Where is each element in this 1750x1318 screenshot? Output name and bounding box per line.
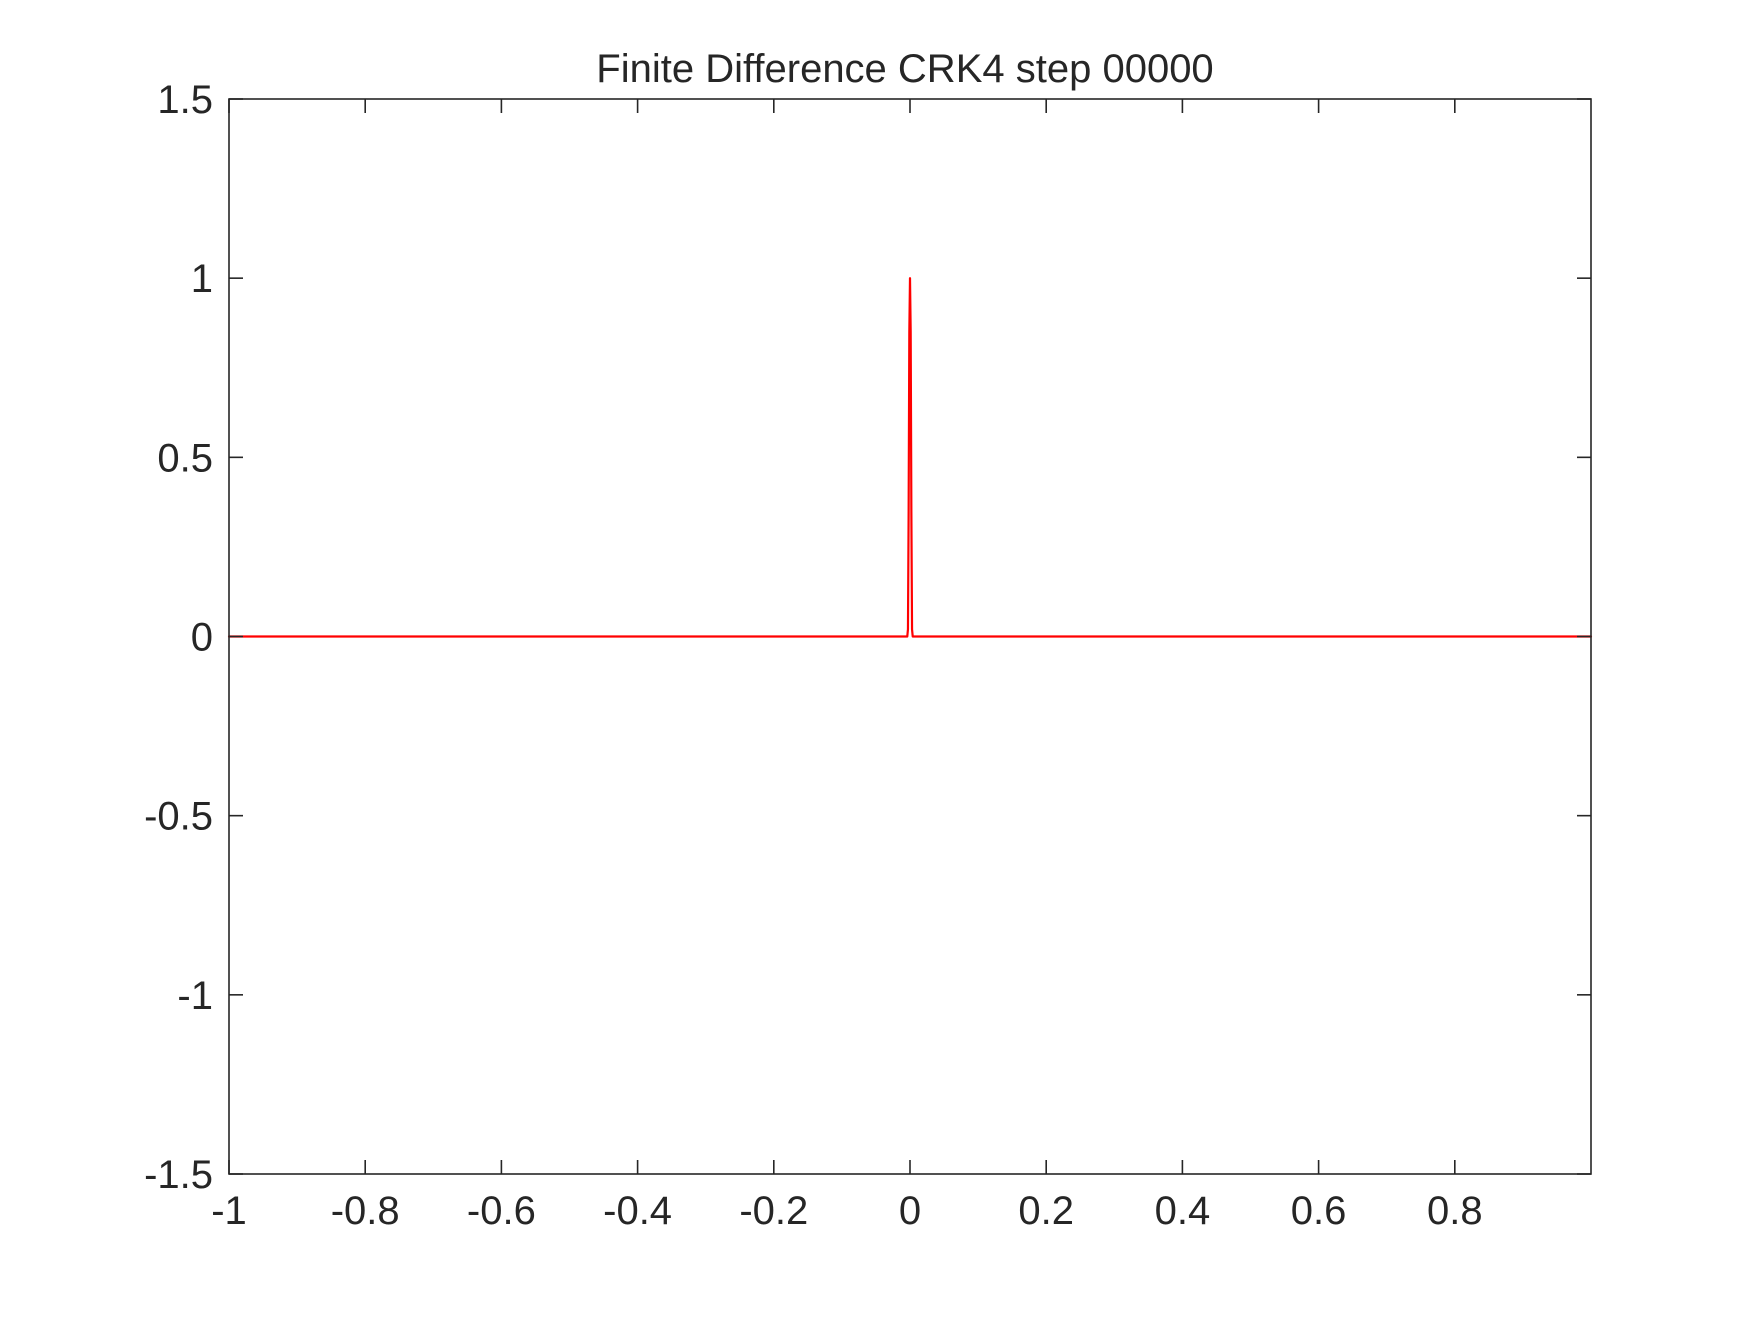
- x-tick-label: -0.2: [739, 1189, 808, 1233]
- x-tick-label: 0: [899, 1189, 921, 1233]
- x-tick-label: 0.4: [1155, 1189, 1211, 1233]
- x-tick-label: 0.6: [1291, 1189, 1347, 1233]
- x-tick-label: -1: [211, 1189, 247, 1233]
- y-tick-label: 1: [191, 257, 213, 301]
- y-tick-label: 0: [191, 616, 213, 660]
- y-tick-label: -1.5: [144, 1153, 213, 1197]
- y-tick-label: -0.5: [144, 795, 213, 839]
- x-tick-label: -0.4: [603, 1189, 672, 1233]
- x-tick-label: -0.6: [467, 1189, 536, 1233]
- y-tick-label: 0.5: [157, 436, 213, 480]
- y-tick-label: 1.5: [157, 78, 213, 122]
- y-tick-label: -1: [177, 974, 213, 1018]
- chart-title: Finite Difference CRK4 step 00000: [596, 47, 1213, 91]
- x-tick-label: 0.2: [1018, 1189, 1074, 1233]
- x-tick-label: -0.8: [331, 1189, 400, 1233]
- plot-area: -1 -0.8 -0.6 -0.4 -0.2 0 0.2 0.4 0.6 0.8-1.5-1-0.…: [144, 78, 1593, 1233]
- x-tick-label: 0.8: [1427, 1189, 1483, 1233]
- series-line-0: [227, 277, 1593, 638]
